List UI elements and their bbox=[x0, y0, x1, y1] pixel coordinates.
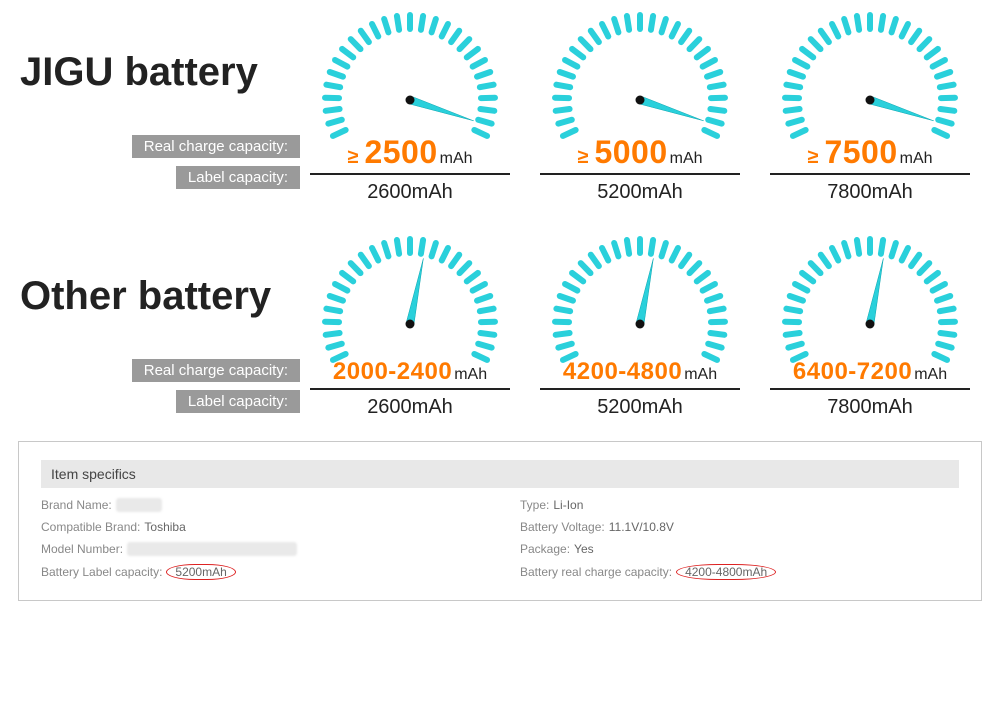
left-col: Other battery Real charge capacity: Label … bbox=[20, 224, 300, 421]
spec-cell: Package: Yes bbox=[520, 542, 959, 556]
spec-label: Brand Name: bbox=[41, 498, 112, 512]
spec-value: 11.1V/10.8V bbox=[609, 520, 674, 534]
spec-value: Li-Ion bbox=[553, 498, 583, 512]
gauge-icon bbox=[770, 0, 970, 130]
label-capacity-value: 7800mAh bbox=[760, 181, 980, 204]
value-number: 6400-7200 bbox=[793, 358, 912, 386]
label-capacity-label: Label capacity: bbox=[176, 166, 300, 189]
spec-cell: Battery Label capacity: 5200mAh bbox=[41, 564, 480, 580]
value-number: 7500 bbox=[824, 134, 897, 171]
label-capacity-value: 2600mAh bbox=[300, 181, 520, 204]
label-capacity-value: 7800mAh bbox=[760, 396, 980, 419]
gauge-box: 4200-4800mAh 5200mAh bbox=[530, 224, 750, 419]
gauges-row: 2000-2400mAh2600mAh4200-4800mAh5200mAh64… bbox=[300, 224, 980, 419]
real-charge-value: ≥7500mAh bbox=[770, 134, 970, 175]
gte-symbol: ≥ bbox=[807, 146, 818, 169]
spec-cell: Compatible Brand: Toshiba bbox=[41, 520, 480, 534]
real-charge-value: ≥2500mAh bbox=[310, 134, 510, 175]
spec-cell: Battery Voltage: 11.1V/10.8V bbox=[520, 520, 959, 534]
left-col: JIGU battery Real charge capacity: Label c… bbox=[20, 0, 300, 197]
spec-value-circled: 4200-4800mAh bbox=[676, 564, 776, 580]
spec-label: Battery real charge capacity: bbox=[520, 565, 672, 579]
value-unit: mAh bbox=[914, 366, 947, 384]
value-unit: mAh bbox=[454, 366, 487, 384]
gauge-icon bbox=[310, 224, 510, 354]
item-specifics-panel: Item specifics Brand Name: Type: Li-Ion Comp… bbox=[18, 441, 982, 601]
spec-cell: Battery real charge capacity: 4200-4800mA… bbox=[520, 564, 959, 580]
real-charge-value: 6400-7200mAh bbox=[770, 358, 970, 390]
gauge-icon bbox=[310, 0, 510, 130]
gauge-box: ≥7500mAh 7800mAh bbox=[760, 0, 980, 204]
spec-label: Battery Label capacity: bbox=[41, 565, 162, 579]
real-charge-value: 2000-2400mAh bbox=[310, 358, 510, 390]
spec-label: Type: bbox=[520, 498, 549, 512]
real-charge-label: Real charge capacity: bbox=[132, 135, 300, 158]
spec-label: Model Number: bbox=[41, 542, 123, 556]
label-capacity-value: 2600mAh bbox=[300, 396, 520, 419]
section-title: JIGU battery bbox=[20, 50, 300, 95]
gauge-icon bbox=[540, 0, 740, 130]
spec-cell: Model Number: bbox=[41, 542, 480, 556]
spec-grid: Brand Name: Type: Li-Ion Compatible Brand: T… bbox=[41, 498, 959, 580]
gauge-box: ≥2500mAh 2600mAh bbox=[300, 0, 520, 204]
gte-symbol: ≥ bbox=[347, 146, 358, 169]
value-number: 2000-2400 bbox=[333, 358, 452, 386]
value-number: 2500 bbox=[364, 134, 437, 171]
section-1: Other battery Real charge capacity: Label … bbox=[0, 224, 1000, 421]
value-unit: mAh bbox=[900, 150, 933, 168]
gauge-box: ≥5000mAh 5200mAh bbox=[530, 0, 750, 204]
gauge-box: 2000-2400mAh 2600mAh bbox=[300, 224, 520, 419]
label-capacity-label: Label capacity: bbox=[176, 390, 300, 413]
real-charge-value: ≥5000mAh bbox=[540, 134, 740, 175]
gauges-row: ≥2500mAh2600mAh≥5000mAh5200mAh≥7500mAh78… bbox=[300, 0, 980, 204]
item-specifics-inner: Item specifics Brand Name: Type: Li-Ion Comp… bbox=[27, 450, 973, 592]
spec-cell: Type: Li-Ion bbox=[520, 498, 959, 512]
gte-symbol: ≥ bbox=[577, 146, 588, 169]
redacted-value bbox=[127, 542, 297, 556]
spec-value-circled: 5200mAh bbox=[166, 564, 235, 580]
spec-value: Toshiba bbox=[144, 520, 185, 534]
value-unit: mAh bbox=[670, 150, 703, 168]
value-unit: mAh bbox=[684, 366, 717, 384]
value-number: 5000 bbox=[594, 134, 667, 171]
real-charge-value: 4200-4800mAh bbox=[540, 358, 740, 390]
label-capacity-value: 5200mAh bbox=[530, 181, 750, 204]
value-unit: mAh bbox=[440, 150, 473, 168]
spec-label: Compatible Brand: bbox=[41, 520, 140, 534]
spec-label: Battery Voltage: bbox=[520, 520, 605, 534]
section-title: Other battery bbox=[20, 274, 300, 319]
gauge-icon bbox=[540, 224, 740, 354]
gauge-box: 6400-7200mAh 7800mAh bbox=[760, 224, 980, 419]
label-capacity-value: 5200mAh bbox=[530, 396, 750, 419]
real-charge-label: Real charge capacity: bbox=[132, 359, 300, 382]
gauge-icon bbox=[770, 224, 970, 354]
spec-value: Yes bbox=[574, 542, 594, 556]
spec-cell: Brand Name: bbox=[41, 498, 480, 512]
redacted-value bbox=[116, 498, 162, 512]
item-specifics-header: Item specifics bbox=[41, 460, 959, 488]
spec-label: Package: bbox=[520, 542, 570, 556]
section-0: JIGU battery Real charge capacity: Label c… bbox=[0, 0, 1000, 204]
value-number: 4200-4800 bbox=[563, 358, 682, 386]
